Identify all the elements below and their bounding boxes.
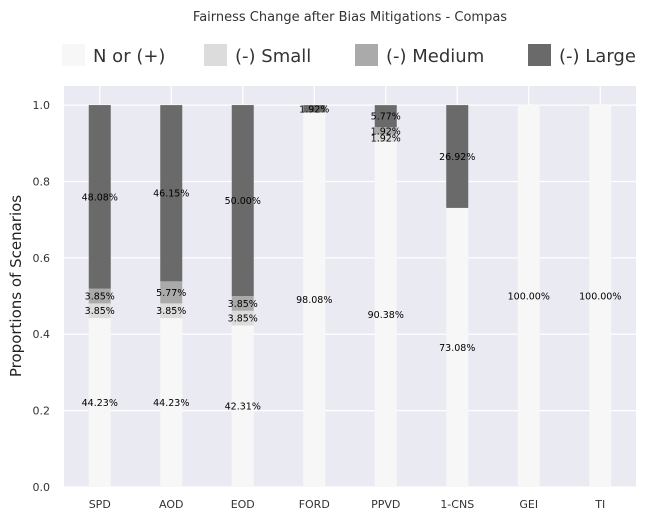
y-tick-label: 0.4 bbox=[33, 328, 51, 341]
bar-value-label: 42.31% bbox=[225, 402, 261, 413]
bar-segment bbox=[374, 105, 397, 128]
y-tick-label: 0.2 bbox=[33, 405, 51, 418]
bar-segment bbox=[88, 288, 111, 304]
bars bbox=[88, 105, 612, 488]
x-tick-label: PPVD bbox=[371, 498, 400, 511]
bar-segment bbox=[88, 318, 111, 487]
bar-segment bbox=[160, 303, 183, 319]
bar-value-label: 100.00% bbox=[579, 292, 621, 303]
bar-segment bbox=[231, 310, 254, 326]
y-tick-label: 0.6 bbox=[33, 252, 51, 265]
bar-value-label: 44.23% bbox=[153, 398, 189, 409]
y-axis-label: Proportions of Scenarios bbox=[7, 195, 25, 377]
bar-value-label: 5.77% bbox=[371, 112, 401, 123]
x-tick-label: 1-CNS bbox=[440, 498, 474, 511]
bar-segment bbox=[446, 207, 469, 488]
x-tick-label: TI bbox=[594, 498, 605, 511]
legend-label: (-) Small bbox=[235, 46, 311, 67]
bar-segment bbox=[160, 318, 183, 487]
legend-swatch bbox=[355, 44, 378, 66]
bar-segment bbox=[374, 127, 397, 135]
y-tick-label: 0.8 bbox=[33, 175, 51, 188]
y-tick-label: 0.0 bbox=[33, 481, 51, 494]
bar-value-label: 50.00% bbox=[225, 196, 261, 207]
bar-segment bbox=[231, 296, 254, 311]
bar-value-label: 73.08% bbox=[439, 343, 475, 354]
bar-value-label: 3.85% bbox=[85, 292, 115, 303]
bar-value-label: 3.85% bbox=[228, 299, 258, 310]
bar-segment bbox=[231, 325, 254, 487]
bar-value-label: 100.00% bbox=[508, 292, 550, 303]
bar-value-label: 1.92% bbox=[371, 126, 401, 137]
legend-label: N or (+) bbox=[93, 46, 165, 67]
bar-value-label: 46.15% bbox=[153, 189, 189, 200]
bar-value-label: 3.85% bbox=[85, 306, 115, 317]
legend-label: (-) Medium bbox=[386, 46, 484, 67]
bar-segment bbox=[374, 141, 397, 487]
legend-swatch bbox=[528, 44, 551, 66]
bar-value-label: 44.23% bbox=[82, 398, 118, 409]
bar-value-label: 5.77% bbox=[156, 288, 186, 299]
bar-segment bbox=[88, 105, 111, 289]
x-tick-label: GEI bbox=[519, 498, 538, 511]
bar-segment bbox=[374, 134, 397, 142]
bar-value-label: 90.38% bbox=[368, 310, 404, 321]
bar-value-label: 48.08% bbox=[82, 192, 118, 203]
bar-segment bbox=[160, 281, 183, 304]
y-axis-ticks: 0.0 0.2 0.4 0.6 0.8 1.0 bbox=[33, 99, 51, 494]
bar-segment bbox=[303, 105, 326, 113]
bar-segment bbox=[303, 112, 326, 488]
x-tick-label: AOD bbox=[159, 498, 183, 511]
bar-segment bbox=[589, 105, 612, 487]
x-axis-ticks: SPD AOD EOD FORD PPVD 1-CNS GEI TI bbox=[89, 498, 606, 511]
bar-value-label: 3.85% bbox=[156, 306, 186, 317]
bar-value-label: 3.85% bbox=[228, 314, 258, 325]
y-tick-label: 1.0 bbox=[33, 99, 51, 112]
legend-item: N or (+) bbox=[62, 44, 165, 67]
bar-value-label: 1.92% bbox=[299, 104, 329, 115]
bar-labels: 44.23% 3.85% 3.85% 48.08% 44.23% 3.85% 5.77% 46… bbox=[82, 104, 622, 412]
legend-swatch bbox=[204, 44, 227, 66]
x-tick-label: FORD bbox=[299, 498, 330, 511]
bar-segment bbox=[160, 105, 183, 282]
legend-label: (-) Large bbox=[559, 46, 636, 67]
bar-value-label: 26.92% bbox=[439, 152, 475, 163]
bar-segment bbox=[88, 303, 111, 319]
legend-swatch bbox=[62, 44, 85, 66]
legend-item: (-) Small bbox=[204, 44, 311, 67]
bar-segment bbox=[446, 105, 469, 208]
bar-value-label: 1.92% bbox=[371, 134, 401, 145]
bar-segment bbox=[231, 105, 254, 297]
chart-title: Fairness Change after Bias Mitigations -… bbox=[193, 10, 507, 25]
x-tick-label: EOD bbox=[231, 498, 255, 511]
plot-background bbox=[64, 86, 636, 487]
bar-value-label: 98.08% bbox=[296, 295, 332, 306]
x-tick-label: SPD bbox=[89, 498, 111, 511]
legend: N or (+) (-) Small (-) Medium (-) Large bbox=[62, 44, 636, 67]
bar-segment bbox=[517, 105, 540, 487]
legend-item: (-) Medium bbox=[355, 44, 484, 67]
legend-item: (-) Large bbox=[528, 44, 636, 67]
